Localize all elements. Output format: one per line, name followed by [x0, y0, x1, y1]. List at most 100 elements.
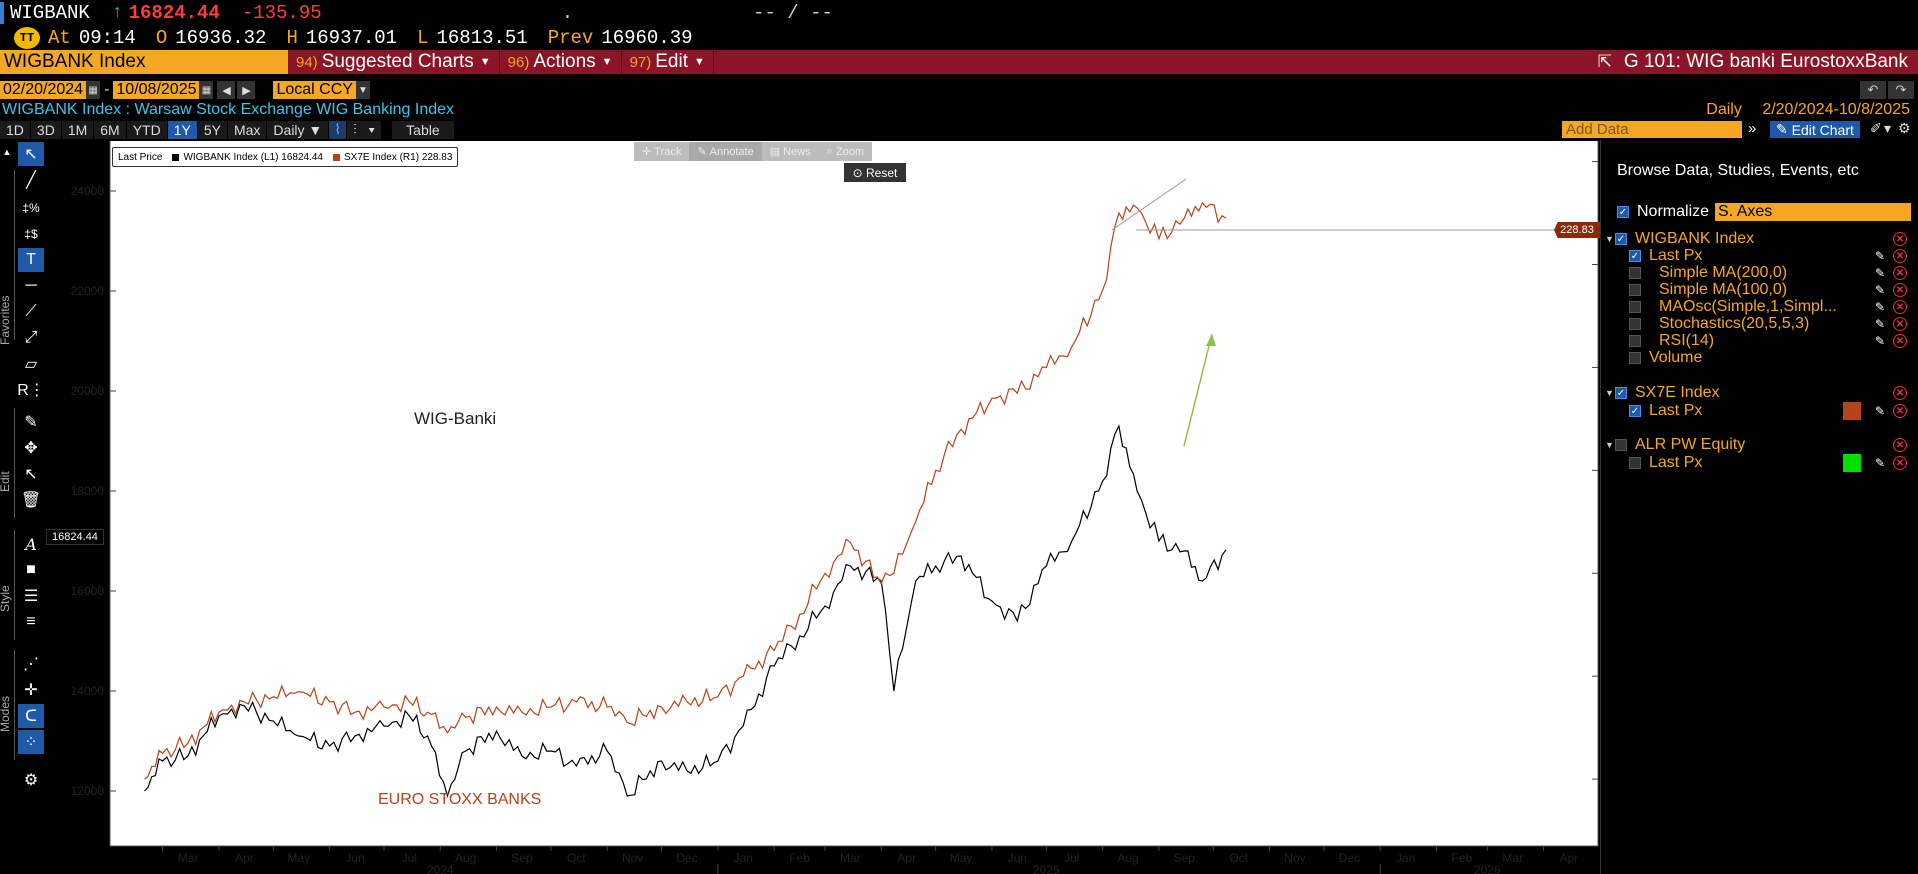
item-checkbox[interactable]	[1629, 284, 1641, 296]
group-checkbox[interactable]	[1615, 439, 1627, 451]
add-data-input[interactable]: Add Data	[1562, 121, 1742, 138]
next-period-button[interactable]: ▶	[237, 81, 256, 99]
series-line-wigbank-index[interactable]	[144, 424, 1227, 799]
bar-chart-icon[interactable]: ⫶ ▾	[347, 120, 382, 139]
period-3d[interactable]: 3D	[30, 120, 61, 139]
remove-icon[interactable]: ✕	[1893, 456, 1907, 470]
item-checkbox[interactable]	[1629, 352, 1641, 364]
horizontal-line-icon[interactable]: ─	[25, 277, 37, 294]
series-line-sx7e-index[interactable]	[144, 201, 1227, 780]
annotation-euro-stoxx-banks[interactable]: EURO STOXX BANKS	[378, 791, 541, 808]
ruler-icon[interactable]: R⋮	[17, 382, 45, 399]
undo-icon[interactable]: ↶	[1860, 81, 1886, 99]
pencil-icon[interactable]: ✎	[1874, 283, 1885, 297]
chart-legend[interactable]: Last Price WIGBANK Index (L1) 16824.44 S…	[112, 147, 459, 167]
magnet-icon[interactable]: ᑕ	[18, 704, 44, 728]
item-checkbox[interactable]	[1629, 335, 1641, 347]
item-last-px[interactable]: ✓ Last Px ✎ ✕	[1601, 246, 1918, 266]
item-sma100[interactable]: Simple MA(100,0) ✎ ✕	[1601, 280, 1918, 300]
pencil-icon[interactable]: ✎	[1874, 249, 1885, 263]
crosshair-icon[interactable]: ✛	[24, 682, 38, 699]
calendar-icon[interactable]: ▦	[86, 81, 101, 99]
pencil-icon[interactable]: ✎	[24, 414, 38, 431]
menu-actions[interactable]: 96) Actions ▼	[500, 50, 622, 74]
end-date-input[interactable]: 10/08/2025	[113, 81, 200, 99]
period-6m[interactable]: 6M	[94, 120, 126, 139]
group-checkbox[interactable]: ✓	[1615, 233, 1627, 245]
menu-edit[interactable]: 97) Edit ▼	[622, 50, 714, 74]
item-checkbox[interactable]: ✓	[1629, 250, 1641, 262]
calendar-icon[interactable]: ▦	[199, 81, 214, 99]
multi-color-icon[interactable]: ⁘	[18, 730, 44, 754]
color-swatch[interactable]	[1843, 402, 1861, 420]
item-checkbox[interactable]: ✓	[1629, 405, 1641, 417]
text-tool-icon[interactable]: T	[18, 248, 44, 272]
item-volume[interactable]: Volume	[1601, 348, 1918, 368]
gear-icon[interactable]: ⚙	[23, 772, 39, 789]
track-button[interactable]: ✛ Track	[642, 145, 682, 159]
item-checkbox[interactable]	[1629, 267, 1641, 279]
remove-icon[interactable]: ✕	[1893, 300, 1907, 314]
chart-area[interactable]: 1200014000160001800020000220002400012014…	[46, 140, 1600, 874]
trash-icon[interactable]: 🗑	[20, 492, 42, 509]
green-arrow-line[interactable]	[1183, 333, 1213, 447]
remove-icon[interactable]: ✕	[1893, 334, 1907, 348]
pencil-icon[interactable]: ✐	[1870, 120, 1882, 136]
trend-line[interactable]	[1111, 178, 1187, 231]
item-maosc[interactable]: MAOsc(Simple,1,Simpl... ✎ ✕	[1601, 297, 1918, 317]
remove-icon[interactable]: ✕	[1893, 266, 1907, 280]
item-stochastics[interactable]: Stochastics(20,5,5,3) ✎ ✕	[1601, 314, 1918, 334]
expand-icon[interactable]: ▼	[1605, 234, 1614, 244]
item-checkbox[interactable]	[1629, 318, 1641, 330]
percent-tool-icon[interactable]: ‡%	[22, 201, 40, 215]
item-checkbox[interactable]	[1629, 301, 1641, 313]
price-chart[interactable]: 1200014000160001800020000220002400012014…	[46, 140, 1600, 874]
line-weight-icon[interactable]: ☰	[23, 588, 39, 605]
color-swatch[interactable]	[1843, 454, 1861, 472]
item-alr-last-px[interactable]: Last Px ✎ ✕	[1601, 453, 1918, 473]
line-style-icon[interactable]: ≡	[26, 613, 36, 630]
pencil-icon[interactable]: ✎	[1874, 456, 1885, 470]
start-date-input[interactable]: 02/20/2024	[0, 81, 87, 99]
group-alr[interactable]: ▼ ALR PW Equity ✕	[1601, 435, 1918, 455]
color-icon[interactable]: ■	[26, 561, 36, 578]
double-chevron-right-icon[interactable]: »	[1748, 120, 1757, 137]
line-tool-icon[interactable]: ╱	[26, 172, 36, 189]
remove-icon[interactable]: ✕	[1893, 232, 1907, 246]
pencil-icon[interactable]: ✎	[1874, 266, 1885, 280]
period-ytd[interactable]: YTD	[126, 120, 167, 139]
expand-icon[interactable]: ▼	[1605, 440, 1614, 450]
remove-icon[interactable]: ✕	[1893, 404, 1907, 418]
prev-period-button[interactable]: ◀	[217, 81, 236, 99]
group-checkbox[interactable]: ✓	[1615, 387, 1627, 399]
channel-icon[interactable]: ▱	[24, 356, 38, 373]
period-1m[interactable]: 1M	[61, 120, 94, 139]
annotate-button[interactable]: ✎ Annotate	[689, 142, 762, 161]
remove-icon[interactable]: ✕	[1893, 386, 1907, 400]
axes-select[interactable]: S. Axes	[1715, 203, 1912, 221]
chevron-down-icon[interactable]: ▼	[355, 81, 370, 99]
ray-icon[interactable]: ⤢	[24, 329, 38, 346]
item-sx7e-last-px[interactable]: ✓ Last Px ✎ ✕	[1601, 401, 1918, 421]
annotation-wig-banki[interactable]: WIG-Banki	[414, 409, 496, 428]
remove-icon[interactable]: ✕	[1893, 249, 1907, 263]
normalize-checkbox[interactable]: ✓	[1617, 206, 1629, 218]
font-icon[interactable]: A	[25, 534, 37, 554]
pencil-icon[interactable]: ✎	[1874, 334, 1885, 348]
menu-suggested-charts[interactable]: 94) Suggested Charts ▼	[288, 50, 500, 74]
zoom-button[interactable]: ⌕ Zoom	[826, 145, 865, 158]
news-button[interactable]: ▤ News	[769, 145, 811, 159]
dotted-line-icon[interactable]: ⋰	[23, 656, 39, 673]
move-icon[interactable]: ✥	[24, 440, 38, 457]
gear-icon[interactable]: ⚙	[1898, 120, 1911, 136]
period-1y[interactable]: 1Y	[167, 120, 197, 139]
pencil-icon[interactable]: ✎	[1874, 317, 1885, 331]
remove-icon[interactable]: ✕	[1893, 283, 1907, 297]
group-wigbank[interactable]: ▼ ✓ WIGBANK Index ✕	[1601, 229, 1918, 249]
edit-chart-button[interactable]: ✎ Edit Chart	[1770, 121, 1860, 138]
frequency-dropdown[interactable]: Daily ▼	[267, 120, 329, 139]
table-button[interactable]: Table	[392, 120, 454, 139]
chevron-down-icon[interactable]: ▾	[1884, 120, 1892, 136]
redo-icon[interactable]: ↷	[1888, 81, 1914, 99]
item-checkbox[interactable]	[1629, 457, 1641, 469]
